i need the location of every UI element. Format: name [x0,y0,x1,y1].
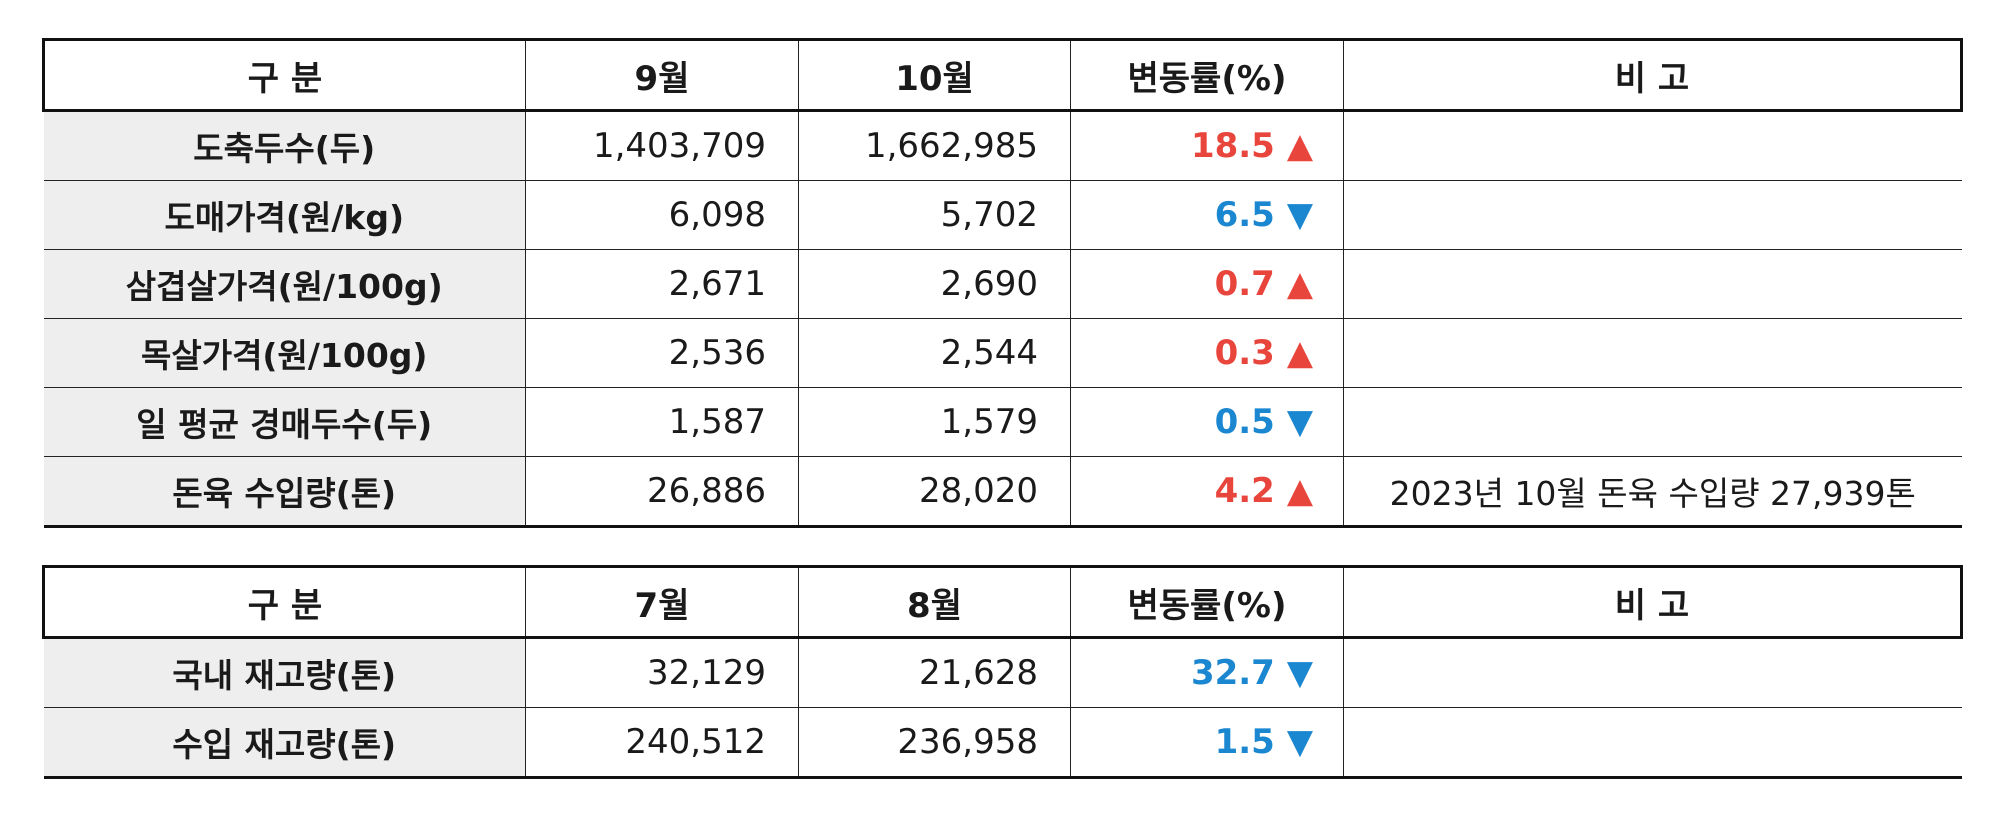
header-row: 구 분 7월 8월 변동률(%) 비 고 [43,566,1962,639]
triangle-up-icon: ▲ [1286,333,1313,373]
header-july: 7월 [525,566,799,639]
row-label: 도축두수(두) [43,110,526,181]
header-change-rate: 변동률(%) [1070,39,1344,112]
table-row: 도매가격(원/kg) 6,098 5,702 6.5 ▼ [43,180,1962,250]
header-remarks: 비 고 [1343,39,1962,112]
table-row: 도축두수(두) 1,403,709 1,662,985 18.5 ▲ [43,110,1962,181]
remark [1343,637,1962,708]
value-current-month: 21,628 [798,637,1071,708]
value-prev-month: 26,886 [525,456,799,528]
change-rate-value: 4.2 [1214,471,1275,511]
change-rate-value: 0.5 [1214,402,1275,442]
change-rate-value: 0.7 [1214,264,1275,304]
remark [1343,110,1962,181]
value-current-month: 5,702 [798,180,1071,250]
value-prev-month: 2,536 [525,318,799,388]
pork-statistics-table: 구 분 9월 10월 변동률(%) 비 고 도축두수(두) 1,403,709 1,… [42,38,1963,528]
triangle-down-icon: ▼ [1286,402,1313,442]
inventory-table: 구 분 7월 8월 변동률(%) 비 고 국내 재고량(톤) 32,129 21,6… [42,565,1963,779]
value-current-month: 28,020 [798,456,1071,528]
change-rate: 0.5 ▼ [1070,387,1344,457]
value-prev-month: 6,098 [525,180,799,250]
change-rate: 4.2 ▲ [1070,456,1344,528]
value-prev-month: 32,129 [525,637,799,708]
value-prev-month: 240,512 [525,707,799,779]
value-current-month: 1,662,985 [798,110,1071,181]
triangle-up-icon: ▲ [1286,471,1313,511]
table-row: 일 평균 경매두수(두) 1,587 1,579 0.5 ▼ [43,387,1962,457]
remark [1343,707,1962,779]
change-rate-value: 1.5 [1214,722,1275,762]
triangle-down-icon: ▼ [1286,195,1313,235]
remark [1343,249,1962,319]
change-rate: 1.5 ▼ [1070,707,1344,779]
value-current-month: 2,544 [798,318,1071,388]
header-august: 8월 [798,566,1071,639]
table-row: 돈육 수입량(톤) 26,886 28,020 4.2 ▲ 2023년 10월 돈육 수입… [43,456,1962,528]
header-october: 10월 [798,39,1071,112]
change-rate-value: 6.5 [1214,195,1275,235]
row-label: 일 평균 경매두수(두) [43,387,526,457]
value-current-month: 2,690 [798,249,1071,319]
value-prev-month: 2,671 [525,249,799,319]
row-label: 도매가격(원/kg) [43,180,526,250]
table-row: 국내 재고량(톤) 32,129 21,628 32.7 ▼ [43,637,1962,708]
change-rate: 32.7 ▼ [1070,637,1344,708]
change-rate: 0.3 ▲ [1070,318,1344,388]
row-label: 삼겹살가격(원/100g) [43,249,526,319]
change-rate-value: 18.5 [1190,126,1275,166]
remark: 2023년 10월 돈육 수입량 27,939톤 [1343,456,1962,528]
change-rate: 0.7 ▲ [1070,249,1344,319]
table-row: 목살가격(원/100g) 2,536 2,544 0.3 ▲ [43,318,1962,388]
header-remarks: 비 고 [1343,566,1962,639]
triangle-up-icon: ▲ [1286,126,1313,166]
value-prev-month: 1,403,709 [525,110,799,181]
table-row: 수입 재고량(톤) 240,512 236,958 1.5 ▼ [43,707,1962,779]
header-row: 구 분 9월 10월 변동률(%) 비 고 [43,39,1962,112]
remark [1343,318,1962,388]
row-label: 목살가격(원/100g) [43,318,526,388]
remark [1343,180,1962,250]
change-rate-value: 32.7 [1190,653,1275,693]
change-rate: 6.5 ▼ [1070,180,1344,250]
value-current-month: 236,958 [798,707,1071,779]
change-rate-value: 0.3 [1214,333,1275,373]
header-change-rate: 변동률(%) [1070,566,1344,639]
value-current-month: 1,579 [798,387,1071,457]
row-label: 국내 재고량(톤) [43,637,526,708]
header-category: 구 분 [43,566,526,639]
header-category: 구 분 [43,39,526,112]
table-row: 삼겹살가격(원/100g) 2,671 2,690 0.7 ▲ [43,249,1962,319]
triangle-up-icon: ▲ [1286,264,1313,304]
row-label: 돈육 수입량(톤) [43,456,526,528]
change-rate: 18.5 ▲ [1070,110,1344,181]
value-prev-month: 1,587 [525,387,799,457]
header-september: 9월 [525,39,799,112]
triangle-down-icon: ▼ [1286,722,1313,762]
row-label: 수입 재고량(톤) [43,707,526,779]
triangle-down-icon: ▼ [1286,653,1313,693]
remark [1343,387,1962,457]
